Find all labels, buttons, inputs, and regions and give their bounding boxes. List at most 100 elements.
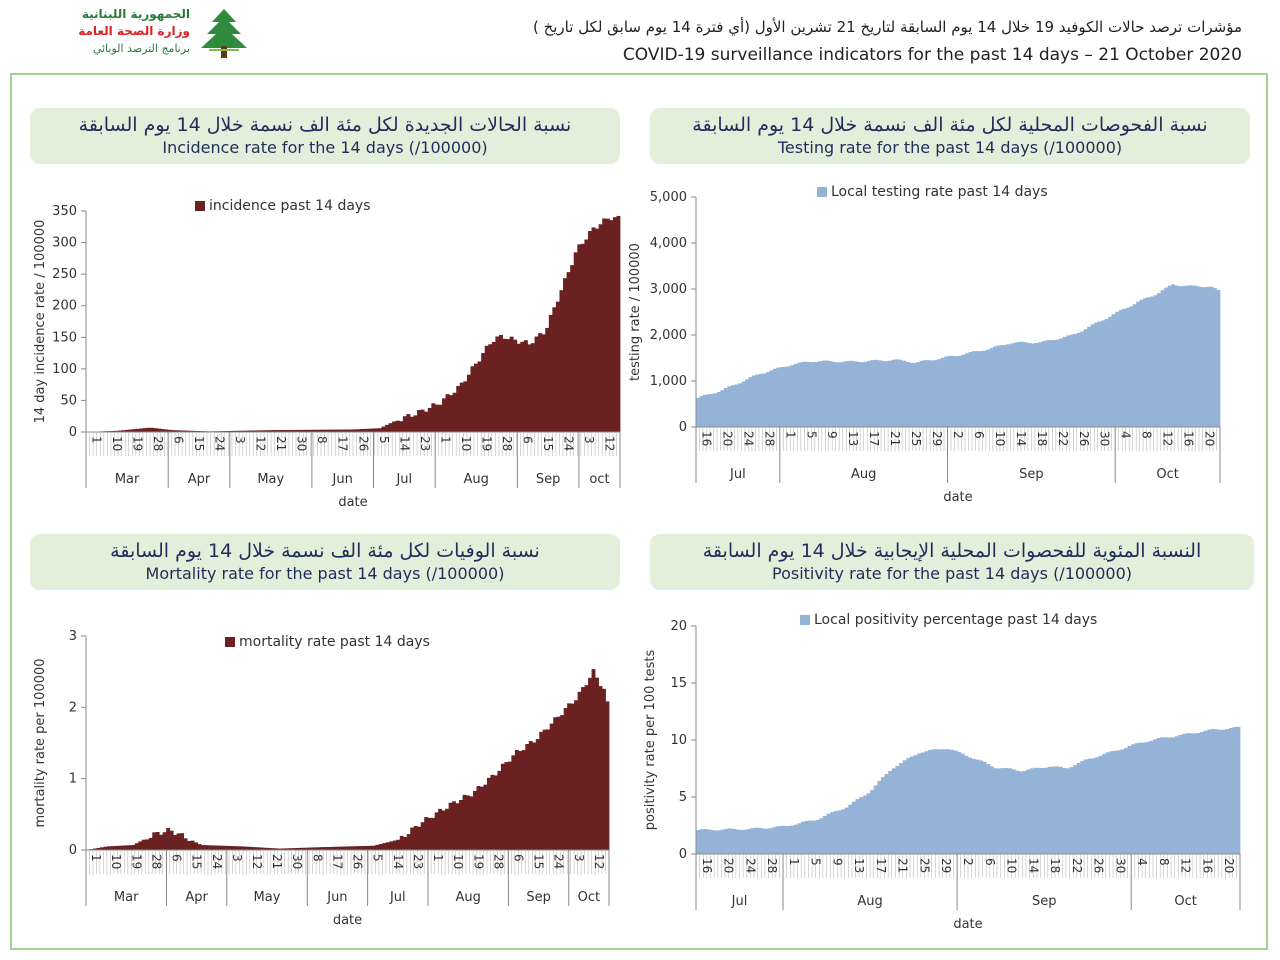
series-bar [743, 829, 748, 854]
series-bar [906, 758, 911, 854]
series-bar [566, 272, 571, 432]
series-bar [296, 429, 300, 432]
series-bar [574, 700, 579, 850]
x-tick-label: 13 [846, 431, 860, 446]
series-bar [134, 843, 139, 850]
x-tick-label: 1 [438, 436, 452, 444]
x-tick-label: 28 [151, 436, 165, 451]
series-bar [1116, 750, 1121, 854]
y-tick-label: 20 [670, 619, 687, 634]
x-tick-label: 21 [274, 436, 288, 451]
series-bar [786, 366, 791, 427]
series-bar [797, 823, 802, 854]
x-tick-label: 30 [1113, 858, 1127, 873]
series-bar [114, 430, 119, 432]
series-bar [484, 345, 489, 432]
series-bar [848, 804, 853, 854]
series-bar [570, 265, 575, 432]
series-bar [449, 395, 454, 432]
series-bar [696, 397, 700, 427]
series-bar [1108, 316, 1113, 427]
series-bar [235, 846, 240, 850]
series-bar [975, 759, 980, 854]
series-bar [563, 278, 567, 432]
series-bar [913, 755, 918, 854]
series-bar [1203, 730, 1208, 854]
series-bar [323, 847, 327, 850]
series-bar [819, 818, 824, 854]
x-tick-label: 6 [512, 854, 526, 862]
series-bar [413, 415, 418, 432]
series-bar [1041, 341, 1046, 427]
series-bar [277, 848, 282, 850]
series-bar [860, 362, 865, 427]
month-label: Sep [1032, 894, 1057, 909]
series-bar [891, 359, 896, 427]
series-bar [406, 414, 411, 432]
series-bar [702, 394, 707, 427]
incidence-title-arabic: نسبة الحالات الجديدة لكل مئة الف نسمة خل… [78, 114, 572, 136]
series-bar [1038, 342, 1043, 427]
series-bar [476, 786, 481, 850]
series-bar [748, 377, 753, 427]
series-bar [424, 411, 429, 432]
series-bar [462, 794, 467, 850]
series-bar [239, 846, 244, 850]
series-bar [479, 786, 484, 850]
series-bar [452, 392, 457, 432]
series-bar [723, 387, 728, 427]
series-bar [502, 338, 507, 432]
series-bar [1109, 751, 1114, 854]
series-bar [964, 353, 969, 427]
series-bar [328, 429, 333, 432]
series-bar [459, 382, 464, 432]
y-tick-label: 10 [670, 733, 687, 748]
month-label: Jul [389, 890, 406, 905]
series-bar [928, 749, 933, 854]
series-bar [356, 429, 361, 432]
series-bar [1006, 344, 1011, 427]
series-bar [605, 701, 610, 850]
series-bar [1087, 758, 1092, 854]
series-bar [338, 429, 343, 432]
series-bar [1142, 742, 1147, 854]
series-bar [326, 846, 331, 850]
series-bar [818, 361, 823, 427]
series-bar [159, 834, 164, 850]
x-tick-label: 28 [491, 854, 505, 869]
series-bar [849, 360, 854, 427]
series-bar [274, 430, 279, 432]
series-bar [516, 343, 521, 432]
series-bar [1029, 768, 1034, 854]
x-tick-label: 10 [109, 854, 123, 869]
series-bar [1207, 729, 1212, 854]
series-bar [807, 361, 812, 427]
series-bar [804, 361, 809, 427]
series-bar [1181, 733, 1186, 854]
legend-label: incidence past 14 days [209, 198, 371, 214]
series-bar [270, 848, 275, 850]
series-bar [920, 752, 925, 854]
testing-title-box: نسبة الفحوصات المحلية لكل مئة الف نسمة خ… [650, 108, 1250, 164]
series-bar [456, 385, 461, 432]
series-bar [716, 392, 721, 427]
series-bar [228, 846, 233, 850]
x-tick-label: 18 [1048, 858, 1062, 873]
series-bar [812, 820, 817, 854]
series-bar [699, 829, 704, 854]
series-bar [779, 367, 784, 427]
series-bar [986, 764, 991, 854]
x-tick-label: 6 [972, 431, 986, 439]
series-bar [1145, 742, 1150, 854]
series-bar [946, 749, 951, 854]
x-tick-label: 29 [939, 858, 953, 873]
x-tick-label: 14 [1026, 858, 1040, 873]
series-bar [363, 428, 368, 432]
series-bar [225, 845, 230, 850]
series-bar [146, 427, 151, 432]
series-bar [821, 360, 826, 427]
series-bar [180, 833, 185, 850]
series-bar [982, 761, 987, 854]
month-label: Oct [578, 890, 600, 905]
series-bar [284, 848, 289, 850]
